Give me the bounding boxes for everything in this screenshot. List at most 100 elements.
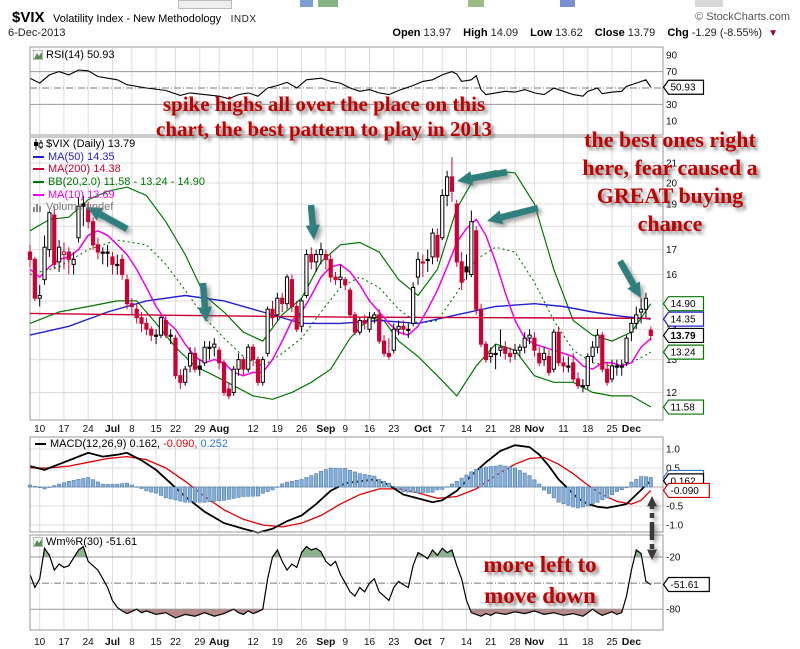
annotation-line: GREAT buying (596, 183, 744, 208)
svg-text:0.5: 0.5 (666, 464, 680, 475)
line-swatch (33, 155, 44, 158)
price-x-axis: 10 17 24 Jul 8 15 22 29 Aug 12 19 26 Sep 9 16 23 Oct 7 14 2… (34, 423, 641, 435)
svg-text:23: 23 (388, 424, 400, 435)
macd-histogram (27, 464, 653, 509)
svg-text:21: 21 (666, 158, 678, 169)
svg-text:13.79: 13.79 (671, 331, 696, 342)
annotation-line: more left to (483, 552, 597, 577)
close-label: Close (594, 27, 625, 39)
svg-text:18: 18 (582, 637, 594, 648)
svg-text:1.0: 1.0 (666, 445, 680, 456)
candlestick-icon (34, 138, 43, 150)
wmr-panel: -20 -80 -51.61 (29, 534, 710, 631)
svg-text:16: 16 (666, 270, 678, 281)
svg-text:-1.0: -1.0 (666, 521, 684, 532)
browser-chrome-strip (0, 0, 800, 9)
svg-text:15: 15 (151, 637, 163, 648)
svg-text:17: 17 (666, 245, 678, 256)
svg-text:26: 26 (296, 637, 308, 648)
svg-text:70: 70 (666, 67, 678, 78)
svg-text:22: 22 (170, 637, 182, 648)
high-value: 14.09 (490, 27, 519, 39)
svg-text:23: 23 (388, 637, 400, 648)
chg-value: -1.29 (-8.55%) (691, 27, 763, 39)
chart-date: 6-Dec-2013 (8, 27, 66, 39)
svg-text:7: 7 (439, 424, 445, 435)
price-panel: 21201918171614131214.9014.3513.7913.2411… (29, 136, 705, 421)
rsi-legend: RSI(14) 50.93 (33, 49, 114, 62)
line-swatch (33, 193, 44, 196)
macd-legend-label: MACD(12,26,9) 0.162, (50, 438, 161, 451)
svg-text:28: 28 (509, 637, 521, 648)
svg-text:10: 10 (34, 424, 46, 435)
price-legend-ma200: MA(200) 14.38 (48, 163, 121, 176)
browser-chrome-fragment (178, 0, 232, 9)
line-swatch (35, 443, 46, 446)
svg-text:9: 9 (342, 637, 348, 648)
svg-text:25: 25 (606, 424, 618, 435)
svg-text:11: 11 (558, 637, 569, 648)
rsi-panel: 90 70 30 10 50.93 (29, 46, 705, 136)
svg-text:Dec: Dec (622, 636, 641, 648)
ticker-name: Volatility Index - New Methodology (52, 13, 222, 25)
svg-text:11: 11 (558, 424, 569, 435)
wmr-legend: Wm%R(30) -51.61 (33, 536, 137, 549)
open-label: Open (392, 27, 421, 39)
chg-down-triangle-icon[interactable]: ▼ (768, 28, 778, 39)
svg-text:28: 28 (509, 424, 521, 435)
chart-subheader: 6-Dec-2013 Open 13.97 High 14.09 Low 13.62 … (8, 27, 792, 42)
annotation-line: spike highs all over the place on this (162, 92, 486, 116)
annotation-best-ones: the best ones right here, fear caused a … (550, 126, 790, 238)
bottom-x-axis: 10 17 24 Jul 8 15 22 29 Aug 12 19 26 Sep 9 16 23 Oct 7 14 2… (34, 636, 641, 648)
svg-text:Aug: Aug (209, 636, 229, 648)
svg-text:11.58: 11.58 (671, 403, 696, 414)
svg-text:7: 7 (439, 637, 445, 648)
svg-text:13.24: 13.24 (671, 348, 696, 359)
chg-label: Chg (667, 27, 689, 39)
high-label: High (463, 27, 488, 39)
svg-text:-51.61: -51.61 (671, 580, 700, 591)
macd-signal-value: -0.090, (163, 438, 198, 451)
macd-hist-value: 0.252 (200, 438, 228, 451)
volume-bars-icon (33, 203, 41, 212)
close-value: 13.79 (627, 27, 656, 39)
line-swatch (33, 181, 44, 184)
ohlc-quote-row: Open 13.97 High 14.09 Low 13.62 Close 13.79 … (383, 27, 778, 39)
svg-text:12: 12 (666, 388, 678, 399)
open-value: 13.97 (423, 27, 452, 39)
browser-chrome-fragment (300, 0, 313, 7)
price-legend-volume: Volume undef (46, 201, 114, 214)
line-swatch (33, 168, 44, 171)
svg-text:12: 12 (248, 424, 260, 435)
macd-legend: MACD(12,26,9) 0.162, -0.090, 0.252 (35, 438, 228, 451)
svg-text:Aug: Aug (209, 423, 229, 435)
indicator-chart-icon (33, 50, 43, 61)
annotation-spike-highs: spike highs all over the place on this c… (104, 92, 544, 142)
stockcharts-brand: © StockCharts.com (695, 11, 790, 23)
svg-text:-0.090: -0.090 (671, 486, 700, 497)
chart-header: $VIX Volatility Index - New Methodology … (12, 9, 788, 26)
svg-text:16: 16 (364, 424, 376, 435)
svg-text:13: 13 (666, 355, 678, 366)
dashed-arrows (647, 496, 657, 560)
rsi-legend-label: RSI(14) 50.93 (46, 49, 115, 62)
annotation-more-left: more left to move down (428, 549, 652, 611)
browser-chrome-fragment (468, 0, 484, 7)
low-value: 13.62 (555, 27, 583, 39)
price-legend-vix: $VIX (Daily) 13.79 (46, 138, 136, 151)
svg-text:20: 20 (666, 179, 678, 190)
low-label: Low (530, 27, 553, 39)
svg-text:Sep: Sep (316, 423, 335, 435)
price-legend-ma50: MA(50) 14.35 (48, 150, 115, 163)
svg-text:9: 9 (342, 424, 348, 435)
svg-text:21: 21 (485, 424, 497, 435)
svg-text:Dec: Dec (622, 423, 641, 435)
svg-text:10: 10 (666, 116, 678, 127)
price-legend-ma10: MA(10) 13.69 (48, 188, 115, 201)
ticker-symbol: $VIX (12, 9, 45, 26)
svg-text:29: 29 (194, 424, 206, 435)
svg-text:Jul: Jul (105, 423, 120, 435)
svg-text:Nov: Nov (524, 423, 544, 435)
svg-text:Sep: Sep (316, 636, 335, 648)
